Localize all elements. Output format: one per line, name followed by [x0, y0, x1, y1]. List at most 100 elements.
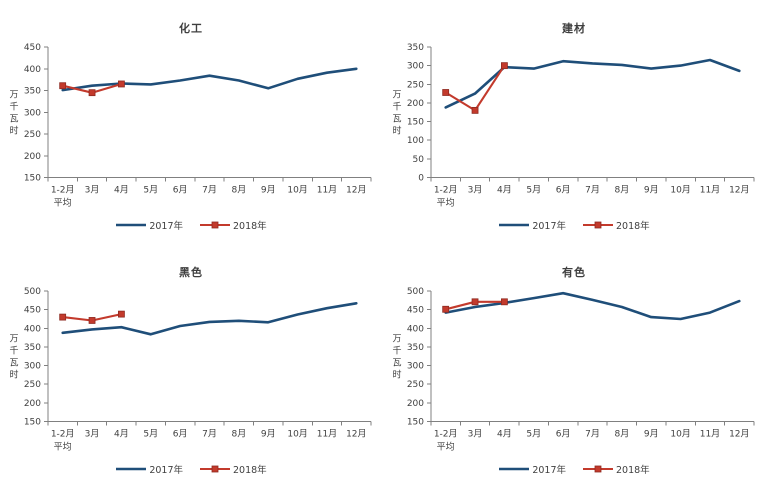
svg-text:450: 450	[407, 306, 424, 316]
svg-text:250: 250	[407, 380, 424, 390]
svg-text:200: 200	[24, 399, 41, 409]
legend-item-2018: 2018年	[582, 218, 650, 232]
svg-text:400: 400	[24, 65, 41, 75]
svg-text:8月: 8月	[614, 429, 629, 440]
chart-building-materials: 建材 0 50 100 150 200 250 300 350 1-2月 平均 3月 4月 5月 6月 7月…	[383, 0, 765, 243]
svg-text:8月: 8月	[231, 185, 246, 196]
svg-text:8月: 8月	[231, 429, 246, 440]
svg-text:时: 时	[392, 368, 401, 380]
svg-text:10月: 10月	[287, 185, 307, 196]
legend-swatch-2017-line	[116, 223, 147, 227]
svg-text:万: 万	[392, 334, 401, 344]
svg-text:3月: 3月	[85, 185, 100, 196]
svg-text:4月: 4月	[114, 185, 129, 196]
svg-text:千: 千	[392, 345, 401, 356]
svg-text:11月: 11月	[317, 429, 337, 440]
svg-text:平均: 平均	[54, 441, 72, 453]
svg-text:千: 千	[9, 101, 18, 112]
svg-text:400: 400	[407, 324, 424, 334]
chart-title-building-materials: 建材	[562, 22, 586, 35]
svg-text:8月: 8月	[614, 185, 629, 196]
legend-swatch-2018-line	[583, 465, 613, 473]
svg-text:9月: 9月	[644, 429, 659, 440]
svg-text:500: 500	[24, 287, 41, 297]
svg-text:1-2月: 1-2月	[434, 185, 458, 196]
svg-text:1-2月: 1-2月	[51, 429, 75, 440]
legend-item-2017: 2017年	[498, 218, 566, 232]
svg-text:9月: 9月	[261, 185, 276, 196]
svg-text:6月: 6月	[556, 185, 571, 196]
svg-text:300: 300	[407, 362, 424, 372]
svg-text:350: 350	[24, 87, 41, 97]
legend-swatch-2017-line	[499, 467, 530, 471]
svg-text:350: 350	[407, 43, 424, 53]
svg-text:4月: 4月	[497, 429, 512, 440]
svg-text:千: 千	[392, 101, 401, 112]
svg-text:100: 100	[407, 136, 424, 146]
svg-text:7月: 7月	[585, 185, 600, 196]
legend-item-2017: 2017年	[498, 462, 566, 476]
svg-text:6月: 6月	[173, 185, 188, 196]
chart-nonferrous: 有色 150 200 250 300 350 400 450 500 1-2月 平均 3月 4月 5月 6…	[383, 244, 765, 487]
svg-text:瓦: 瓦	[392, 113, 401, 124]
svg-text:350: 350	[407, 343, 424, 353]
svg-text:4月: 4月	[114, 429, 129, 440]
svg-text:200: 200	[24, 152, 41, 162]
svg-text:瓦: 瓦	[9, 113, 18, 124]
legend-item-2017: 2017年	[115, 218, 183, 232]
svg-text:时: 时	[9, 368, 18, 380]
legend-swatch-2018-line	[200, 221, 230, 229]
svg-text:平均: 平均	[437, 197, 455, 209]
svg-text:12月: 12月	[729, 429, 749, 440]
svg-text:3月: 3月	[85, 429, 100, 440]
svg-text:11月: 11月	[700, 185, 720, 196]
legend-label-2017: 2017年	[149, 465, 183, 476]
legend-label-2018: 2018年	[233, 221, 267, 232]
legend-swatch-2018-line	[200, 465, 230, 473]
svg-text:250: 250	[24, 130, 41, 140]
svg-text:平均: 平均	[54, 197, 72, 209]
svg-text:万: 万	[9, 334, 18, 344]
legend: 2017年 2018年	[0, 462, 382, 476]
svg-text:250: 250	[24, 380, 41, 390]
svg-text:11月: 11月	[700, 429, 720, 440]
svg-text:200: 200	[407, 99, 424, 109]
legend: 2017年 2018年	[383, 462, 765, 476]
legend-label-2017: 2017年	[532, 221, 566, 232]
svg-text:150: 150	[407, 418, 424, 428]
svg-text:450: 450	[24, 306, 41, 316]
svg-text:300: 300	[24, 362, 41, 372]
svg-text:9月: 9月	[644, 185, 659, 196]
legend-item-2018: 2018年	[199, 218, 267, 232]
svg-text:10月: 10月	[670, 185, 690, 196]
chart-title-ferrous: 黑色	[179, 266, 203, 279]
svg-text:瓦: 瓦	[392, 357, 401, 368]
legend-swatch-2018-line	[583, 221, 613, 229]
svg-text:5月: 5月	[143, 185, 158, 196]
svg-text:10月: 10月	[287, 429, 307, 440]
svg-text:瓦: 瓦	[9, 357, 18, 368]
svg-text:500: 500	[407, 287, 424, 297]
svg-text:200: 200	[407, 399, 424, 409]
legend: 2017年 2018年	[0, 218, 382, 232]
svg-text:11月: 11月	[317, 185, 337, 196]
svg-text:300: 300	[24, 108, 41, 118]
svg-text:万: 万	[9, 90, 18, 100]
svg-text:3月: 3月	[468, 429, 483, 440]
svg-text:1-2月: 1-2月	[51, 185, 75, 196]
svg-text:时: 时	[392, 124, 401, 136]
svg-text:平均: 平均	[437, 441, 455, 453]
svg-text:12月: 12月	[346, 429, 366, 440]
svg-text:5月: 5月	[143, 429, 158, 440]
legend-swatch-2017-line	[116, 467, 147, 471]
svg-text:150: 150	[407, 118, 424, 128]
chart-title-chemical: 化工	[179, 22, 203, 35]
svg-text:250: 250	[407, 80, 424, 90]
svg-text:12月: 12月	[346, 185, 366, 196]
chart-ferrous: 黑色 150 200 250 300 350 400 450 500 1-2月 平均 3月 4月 5月 6…	[0, 244, 382, 487]
